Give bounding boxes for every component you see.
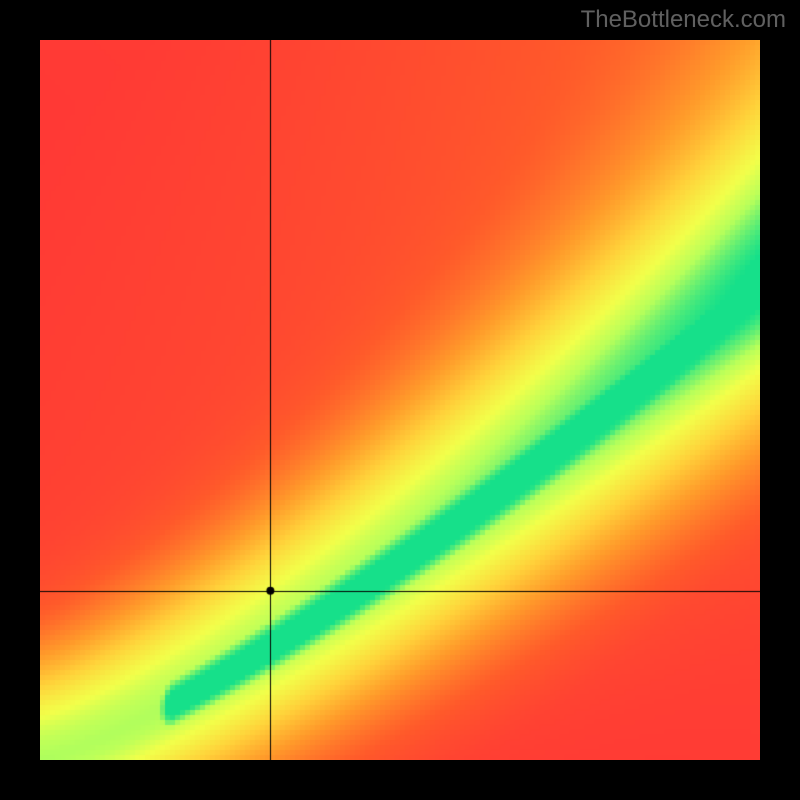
heatmap-canvas	[40, 40, 760, 760]
watermark-text: TheBottleneck.com	[581, 6, 786, 34]
bottleneck-heatmap	[40, 40, 760, 760]
